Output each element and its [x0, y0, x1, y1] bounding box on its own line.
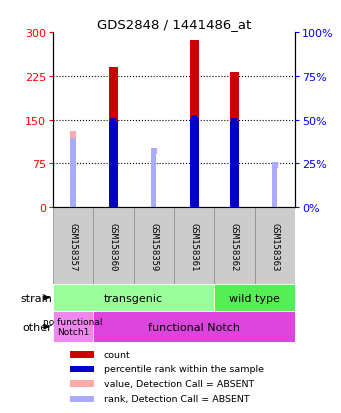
- Text: wild type: wild type: [229, 293, 280, 303]
- Bar: [272, 170, 278, 208]
- Bar: [134, 208, 174, 285]
- Text: GSM158362: GSM158362: [230, 222, 239, 270]
- Bar: [214, 208, 255, 285]
- Text: GSM158357: GSM158357: [69, 222, 77, 270]
- Text: GSM158361: GSM158361: [190, 222, 198, 270]
- Bar: [255, 208, 295, 285]
- Text: GSM158363: GSM158363: [270, 222, 279, 270]
- Bar: [230, 122, 239, 208]
- Bar: [151, 152, 157, 208]
- Text: count: count: [104, 350, 131, 359]
- Bar: [70, 132, 76, 208]
- Bar: [93, 311, 295, 342]
- Bar: [70, 380, 94, 387]
- Bar: [272, 166, 278, 208]
- Bar: [109, 68, 118, 208]
- Text: strain: strain: [20, 293, 52, 303]
- Bar: [70, 141, 76, 208]
- Bar: [151, 155, 157, 208]
- Bar: [70, 366, 94, 373]
- Bar: [109, 122, 118, 208]
- Bar: [230, 73, 239, 208]
- Text: no functional
Notch1: no functional Notch1: [43, 317, 103, 337]
- Bar: [214, 285, 295, 311]
- Bar: [190, 40, 198, 208]
- Text: other: other: [22, 322, 52, 332]
- Bar: [53, 285, 214, 311]
- Bar: [174, 208, 214, 285]
- Text: functional Notch: functional Notch: [148, 322, 240, 332]
- Text: value, Detection Call = ABSENT: value, Detection Call = ABSENT: [104, 379, 254, 388]
- Text: rank, Detection Call = ABSENT: rank, Detection Call = ABSENT: [104, 394, 249, 404]
- Title: GDS2848 / 1441486_at: GDS2848 / 1441486_at: [97, 17, 251, 31]
- Bar: [190, 119, 198, 208]
- Text: percentile rank within the sample: percentile rank within the sample: [104, 365, 264, 373]
- Text: GSM158359: GSM158359: [149, 222, 158, 270]
- Bar: [70, 396, 94, 402]
- Bar: [93, 208, 134, 285]
- Bar: [53, 311, 93, 342]
- Text: transgenic: transgenic: [104, 293, 163, 303]
- Text: GSM158360: GSM158360: [109, 222, 118, 270]
- Bar: [53, 208, 93, 285]
- Bar: [70, 351, 94, 358]
